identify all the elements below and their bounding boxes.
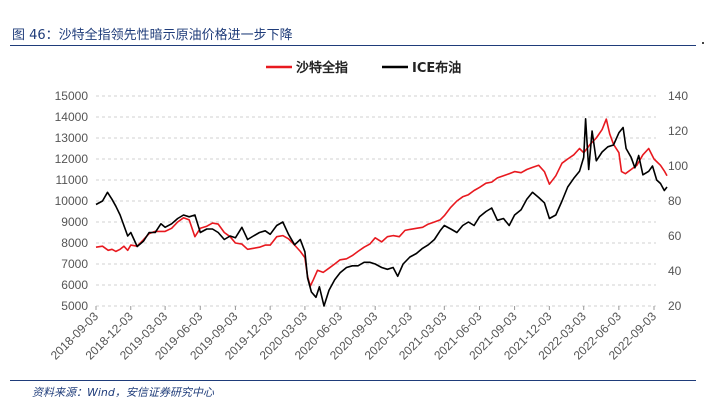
left-tick-label: 15000: [55, 89, 89, 103]
left-tick-label: 8000: [61, 236, 88, 250]
left-tick-label: 13000: [55, 131, 89, 145]
left-tick-label: 7000: [61, 257, 88, 271]
legend-label-brent: ICE布油: [412, 60, 461, 76]
left-tick-label: 12000: [55, 152, 89, 166]
left-tick-label: 9000: [61, 215, 88, 229]
right-tick-label: 120: [668, 124, 688, 138]
left-tick-label: 11000: [56, 173, 89, 187]
grid-lines: [96, 95, 656, 307]
source-note: 资料来源：Wind，安信证券研究中心: [32, 386, 214, 399]
right-tick-label: 140: [668, 89, 688, 103]
right-tick-label: 100: [668, 159, 688, 173]
x-axis-ticks: 2018-09-032018-12-032019-03-032019-06-03…: [48, 306, 659, 363]
left-axis-ticks: 5000 6000 7000 8000 9000 10000 11000 12000 13000…: [55, 89, 89, 313]
source-rule: [10, 380, 696, 381]
right-tick-label: 20: [668, 299, 682, 313]
legend-label-tasi: 沙特全指: [296, 60, 348, 76]
line-chart: 5000 6000 7000 8000 9000 10000 11000 12000 13000…: [48, 60, 689, 363]
series-layer: [95, 118, 668, 307]
series-line-tasi: [95, 118, 668, 287]
right-tick-label: 80: [668, 194, 682, 208]
series-line-brent: [95, 118, 668, 307]
right-tick-label: 60: [668, 229, 682, 243]
left-tick-label: 5000: [61, 299, 88, 313]
title-rule: [10, 45, 696, 46]
left-tick-label: 6000: [61, 278, 88, 292]
right-tick-label: 40: [668, 264, 682, 278]
left-tick-label: 10000: [55, 194, 89, 208]
right-axis-ticks: 20 40 60 80 100 120 140: [668, 89, 688, 313]
figure-title: 图 46：沙特全指领先性暗示原油价格进一步下降: [12, 28, 293, 43]
legend: 沙特全指 ICE布油: [266, 60, 461, 76]
corner-mark: [702, 42, 704, 44]
left-tick-label: 14000: [55, 110, 89, 124]
